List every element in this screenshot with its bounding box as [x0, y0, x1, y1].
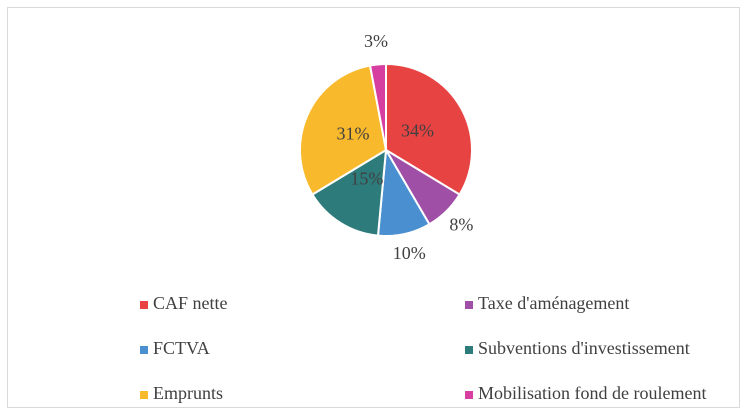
legend-label: Mobilisation fond de roulement: [478, 383, 706, 403]
pie-slice: [299, 64, 388, 196]
data-label: 31%: [337, 123, 370, 143]
legend-label: Emprunts: [153, 383, 223, 403]
legend-swatch: [140, 391, 148, 399]
legend-label: Taxe d'aménagement: [478, 293, 629, 313]
data-label: 3%: [364, 31, 388, 51]
legend-swatch: [140, 301, 148, 309]
pie-slice: [311, 148, 388, 237]
legend-label: FCTVA: [153, 338, 210, 358]
legend-swatch: [465, 346, 473, 354]
legend-label: Subventions d'investissement: [478, 338, 690, 358]
legend-label: CAF nette: [153, 293, 228, 313]
legend-swatch: [465, 391, 473, 399]
pie-slice: [368, 62, 387, 151]
data-label: 10%: [393, 243, 426, 263]
legend-swatch: [140, 346, 148, 354]
data-label: 34%: [401, 120, 434, 140]
legend-swatch: [465, 301, 473, 309]
data-label: 15%: [350, 169, 383, 189]
data-label: 8%: [449, 215, 473, 235]
